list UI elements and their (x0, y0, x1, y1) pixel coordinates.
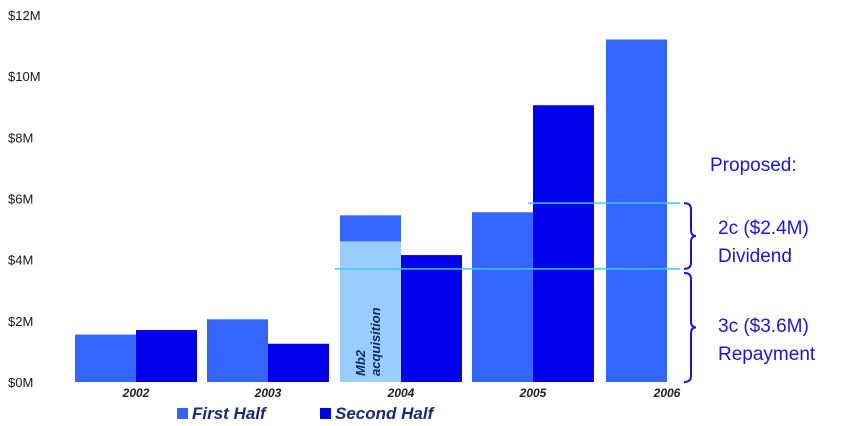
bar-first-half-2003 (207, 319, 268, 382)
bar-second-half-2004 (401, 255, 462, 382)
dividend-label-line1: 2c ($2.4M) (718, 218, 809, 239)
x-tick-label-2004: 2004 (387, 386, 415, 400)
annotation-label-line1: Mb2 (353, 349, 368, 376)
bar-second-half-2002 (136, 330, 197, 382)
dividend-brace (683, 202, 697, 270)
braces (683, 202, 697, 383)
y-tick-label: $2M (8, 314, 33, 329)
repayment-label-line1: 3c ($3.6M) (718, 316, 809, 337)
repayment-label-line2: Repayment (718, 344, 816, 365)
bar-first-half-2005 (472, 212, 533, 382)
x-tick-label-2003: 2003 (254, 386, 282, 400)
legend-swatch-first-half (177, 408, 188, 419)
annotation: Mb2 acquisition (353, 307, 383, 376)
legend-swatch-second-half (320, 408, 331, 419)
dividend-label-line2: Dividend (718, 246, 792, 267)
legend-label-first-half: First Half (192, 404, 268, 423)
repayment-brace (683, 271, 697, 383)
annotation-label-line2: acquisition (368, 307, 383, 376)
y-tick-label: $12M (8, 8, 41, 23)
bar-annotation-mb2-acquisition (340, 241, 401, 382)
y-tick-label: $8M (8, 130, 33, 145)
x-tick-label-2005: 2005 (519, 386, 547, 400)
bar-second-half-2003 (268, 343, 329, 382)
reference-lines (335, 202, 680, 270)
bar-first-half-2002 (75, 334, 136, 382)
bar-second-half-2005 (533, 105, 594, 383)
y-tick-label: $4M (8, 253, 33, 268)
y-tick-label: $0M (8, 375, 33, 390)
x-tick-label-2006: 2006 (653, 386, 681, 400)
y-tick-label: $10M (8, 69, 41, 84)
proposed-label: Proposed: (710, 155, 797, 176)
bar-first-half-2006 (606, 39, 667, 382)
x-axis: 2002 2003 2004 2005 2006 (122, 386, 681, 400)
y-tick-label: $6M (8, 192, 33, 207)
x-tick-label-2002: 2002 (122, 386, 150, 400)
bars (75, 39, 667, 383)
y-axis: $0M $2M $4M $6M $8M $10M $12M (8, 8, 41, 390)
legend: First Half Second Half (177, 404, 436, 423)
legend-label-second-half: Second Half (335, 404, 436, 423)
